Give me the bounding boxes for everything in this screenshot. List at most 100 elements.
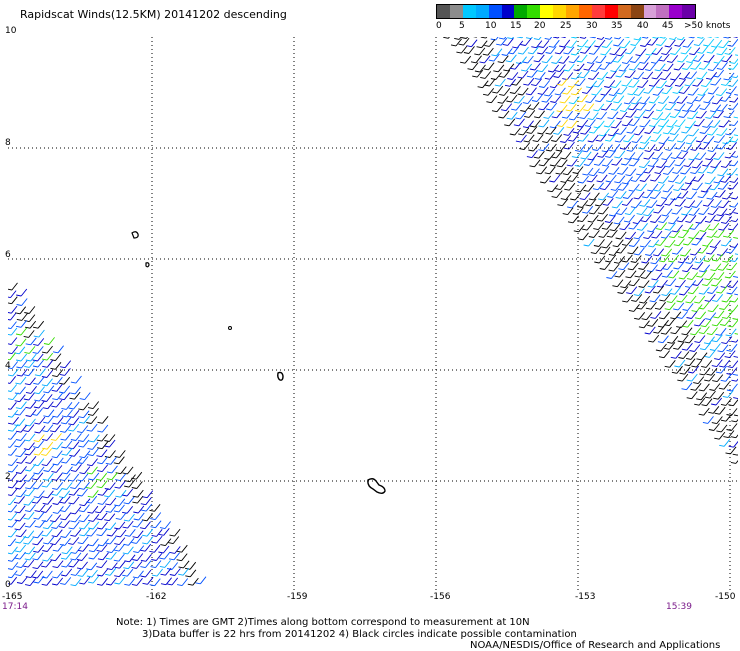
y-tick-4: 4	[5, 361, 11, 371]
wind-barb	[8, 291, 16, 298]
wind-barb	[674, 239, 685, 246]
wind-barb	[507, 72, 518, 79]
wind-barb	[581, 152, 592, 159]
wind-barb	[571, 88, 582, 95]
wind-barb	[598, 207, 609, 214]
wind-barb	[656, 344, 667, 351]
wind-barb	[680, 249, 691, 256]
wind-barb	[658, 176, 669, 183]
wind-barb	[24, 393, 35, 400]
wind-barb	[730, 56, 738, 63]
wind-barb	[8, 338, 17, 345]
wind-barb	[731, 71, 738, 78]
wind-barb	[640, 175, 651, 182]
wind-barb	[652, 112, 663, 119]
wind-barb	[134, 513, 145, 520]
wind-barb	[641, 256, 652, 263]
wind-barb	[609, 264, 620, 271]
island-outline	[368, 479, 385, 494]
wind-barb	[728, 280, 738, 287]
wind-barb	[733, 448, 738, 455]
wind-barb	[142, 514, 153, 521]
wind-barb	[650, 174, 661, 181]
wind-barb	[735, 248, 738, 255]
wind-barb	[727, 384, 738, 391]
wind-barb	[582, 223, 593, 230]
wind-barb	[534, 111, 545, 118]
wind-barb	[670, 73, 681, 80]
wind-barb	[8, 410, 18, 417]
wind-barb	[107, 473, 118, 480]
wind-barb	[528, 47, 539, 54]
wind-barb	[577, 55, 588, 62]
wind-barb	[674, 360, 685, 367]
wind-barb	[549, 175, 560, 182]
wind-barb	[662, 153, 673, 160]
wind-barb	[578, 176, 589, 183]
wind-barb	[16, 354, 27, 361]
wind-barb	[663, 167, 674, 174]
wind-barb	[692, 262, 703, 269]
wind-barb	[467, 40, 478, 47]
legend-swatch	[579, 5, 592, 18]
wind-barb	[694, 336, 705, 343]
wind-barb	[151, 553, 162, 560]
wind-barb	[33, 354, 44, 361]
wind-barb	[665, 143, 676, 150]
wind-barb	[613, 39, 624, 46]
wind-barb	[640, 39, 651, 46]
wind-barb	[88, 539, 99, 546]
wind-barb	[622, 198, 633, 205]
wind-barb	[544, 89, 555, 96]
y-tick-6: 6	[5, 250, 11, 260]
wind-barb	[626, 271, 637, 278]
wind-barb	[665, 103, 676, 110]
wind-map-plot	[8, 37, 738, 590]
wind-barb	[23, 537, 34, 544]
wind-barb	[579, 112, 590, 119]
wind-barb	[42, 379, 53, 386]
wind-barb	[712, 294, 723, 301]
wind-barb	[87, 424, 98, 431]
wind-barb	[502, 48, 513, 55]
wind-barb	[697, 246, 708, 253]
wind-barb	[42, 360, 53, 367]
wind-barb	[8, 306, 17, 313]
wind-barb	[79, 467, 90, 474]
wind-barb	[677, 37, 688, 40]
wind-barb	[42, 346, 53, 353]
wind-barb	[722, 311, 733, 318]
wind-barb	[662, 87, 673, 94]
wind-barb	[686, 56, 697, 63]
wind-barb	[653, 206, 664, 213]
wind-barb	[665, 223, 676, 230]
wind-barb	[86, 563, 97, 570]
wind-barb	[160, 522, 171, 529]
wind-barb	[610, 48, 621, 55]
wind-barb	[687, 392, 698, 399]
wind-barb	[597, 72, 608, 79]
wind-barb	[647, 319, 658, 326]
wind-barb	[685, 280, 696, 287]
wind-barb	[78, 569, 89, 576]
wind-barb	[584, 63, 595, 70]
wind-barb	[658, 336, 669, 343]
wind-barb	[589, 193, 600, 200]
wind-barb	[604, 120, 615, 127]
wind-barb	[637, 80, 648, 87]
wind-barb	[61, 456, 72, 463]
wind-barb	[636, 184, 647, 191]
wind-barb	[634, 248, 645, 255]
wind-barb	[594, 40, 605, 47]
wind-barb	[491, 49, 502, 56]
wind-barb	[625, 71, 636, 78]
wind-barb	[648, 280, 659, 287]
wind-barb	[8, 513, 17, 520]
wind-barb	[24, 474, 35, 481]
wind-barb	[668, 255, 679, 262]
wind-barb	[605, 37, 616, 39]
wind-barb	[698, 166, 709, 173]
wind-barb	[672, 207, 683, 214]
wind-barb	[575, 79, 586, 86]
wind-barb	[95, 506, 106, 513]
